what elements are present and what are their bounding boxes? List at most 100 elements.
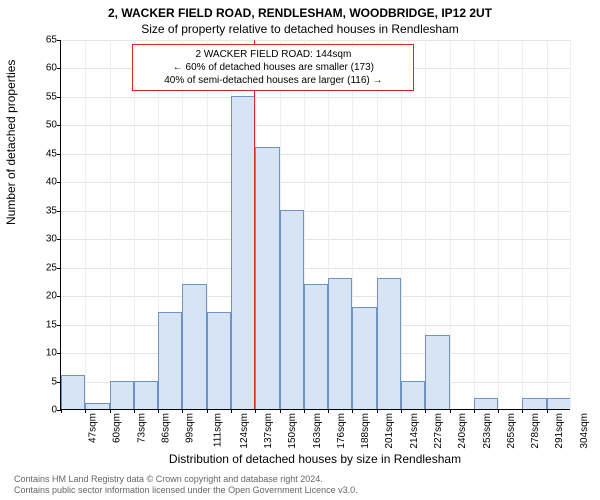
info-box: 2 WACKER FIELD ROAD: 144sqm← 60% of deta… [132,44,414,91]
attribution-line1: Contains HM Land Registry data © Crown c… [14,474,358,485]
xtick-label: 304sqm [575,413,590,449]
y-axis-label: Number of detached properties [4,60,18,225]
histogram-bar [61,375,85,409]
xtick-label: 150sqm [283,413,298,449]
gridline-v [85,40,86,409]
gridline-v [570,40,571,409]
gridline-h [61,97,570,98]
xtick-mark [450,409,451,413]
gridline-h [61,268,570,269]
xtick-label: 73sqm [132,413,147,443]
gridline-v [522,40,523,409]
histogram-bar [85,403,109,409]
xtick-mark [474,409,475,413]
chart-title-sub: Size of property relative to detached ho… [0,20,600,36]
histogram-bar [377,278,401,409]
histogram-bar [255,147,279,409]
xtick-mark [522,409,523,413]
ytick-label: 0 [51,405,61,416]
xtick-mark [158,409,159,413]
histogram-bar [474,398,498,409]
histogram-bar [134,381,158,409]
xtick-label: 291sqm [551,413,566,449]
histogram-bar [158,312,182,409]
histogram-bar [280,210,304,409]
gridline-h [61,239,570,240]
ytick-label: 65 [46,35,61,46]
xtick-mark [498,409,499,413]
attribution-line2: Contains public sector information licen… [14,485,358,496]
xtick-label: 60sqm [108,413,123,443]
gridline-v [401,40,402,409]
xtick-label: 253sqm [478,413,493,449]
xtick-mark [328,409,329,413]
xtick-label: 265sqm [502,413,517,449]
plot-area: 0510152025303540455055606547sqm60sqm73sq… [60,40,570,410]
xtick-mark [61,409,62,413]
histogram-bar [328,278,352,409]
ytick-label: 30 [46,234,61,245]
gridline-h [61,125,570,126]
gridline-v [474,40,475,409]
ytick-label: 10 [46,348,61,359]
ytick-label: 40 [46,177,61,188]
attribution-text: Contains HM Land Registry data © Crown c… [14,474,358,496]
xtick-label: 201sqm [381,413,396,449]
xtick-mark [352,409,353,413]
ytick-label: 5 [51,376,61,387]
xtick-mark [85,409,86,413]
xtick-label: 111sqm [209,413,224,447]
ytick-label: 15 [46,319,61,330]
xtick-label: 163sqm [308,413,323,449]
x-axis-label: Distribution of detached houses by size … [60,452,570,466]
info-box-line1: 2 WACKER FIELD ROAD: 144sqm [139,48,407,61]
histogram-bar [401,381,425,409]
xtick-label: 227sqm [429,413,444,449]
info-box-line3: 40% of semi-detached houses are larger (… [139,74,407,87]
histogram-bar [182,284,206,409]
gridline-v [134,40,135,409]
histogram-bar [207,312,231,409]
xtick-mark [255,409,256,413]
xtick-label: 86sqm [156,413,171,443]
xtick-label: 240sqm [453,413,468,449]
xtick-mark [280,409,281,413]
ytick-label: 20 [46,291,61,302]
xtick-mark [547,409,548,413]
ytick-label: 60 [46,63,61,74]
ytick-label: 55 [46,91,61,102]
gridline-h [61,154,570,155]
gridline-v [450,40,451,409]
gridline-h [61,40,570,41]
xtick-mark [182,409,183,413]
xtick-label: 124sqm [235,413,250,449]
xtick-label: 176sqm [332,413,347,449]
gridline-h [61,182,570,183]
xtick-mark [304,409,305,413]
gridline-v [547,40,548,409]
ytick-label: 25 [46,262,61,273]
xtick-label: 188sqm [356,413,371,449]
histogram-bar [110,381,134,409]
xtick-label: 214sqm [405,413,420,449]
histogram-bar [304,284,328,409]
chart-title-main: 2, WACKER FIELD ROAD, RENDLESHAM, WOODBR… [0,0,600,20]
histogram-bar [231,96,255,409]
gridline-h [61,211,570,212]
xtick-mark [134,409,135,413]
histogram-bar [547,398,571,409]
xtick-label: 99sqm [181,413,196,443]
reference-line [254,40,256,409]
histogram-bar [352,307,376,409]
ytick-label: 50 [46,120,61,131]
xtick-mark [401,409,402,413]
xtick-mark [425,409,426,413]
xtick-mark [110,409,111,413]
xtick-label: 47sqm [84,413,99,443]
xtick-label: 278sqm [526,413,541,449]
histogram-bar [522,398,546,409]
xtick-mark [377,409,378,413]
xtick-mark [207,409,208,413]
gridline-v [110,40,111,409]
ytick-label: 45 [46,148,61,159]
